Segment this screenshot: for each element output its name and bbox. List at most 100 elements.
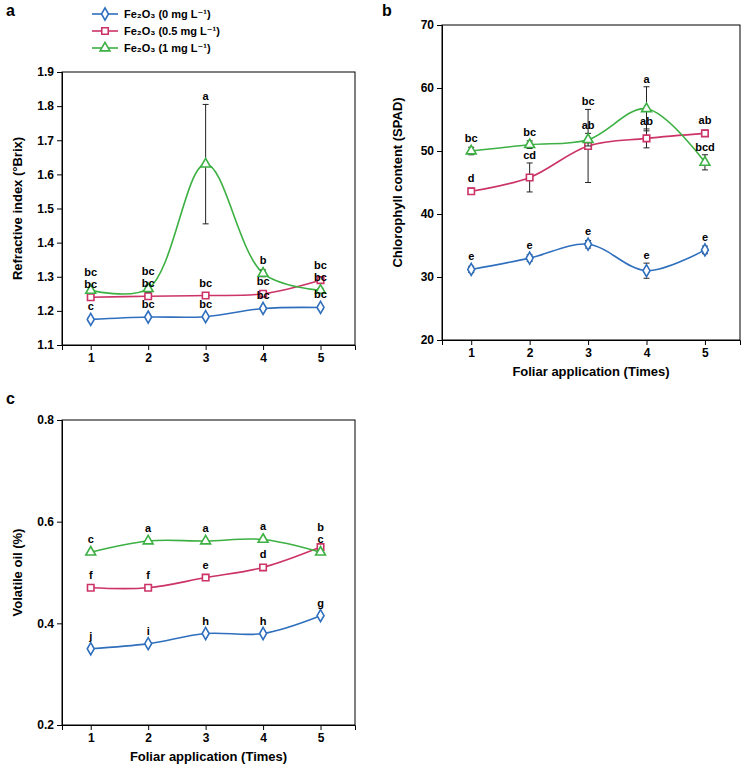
- tick-mark: [588, 340, 589, 345]
- y-axis-title: Chlorophyll content (SPAD): [390, 97, 405, 267]
- significance-letter: h: [260, 615, 267, 627]
- x-axis-title: Foliar application (Times): [512, 364, 669, 379]
- tick-label: 1.4: [37, 236, 54, 250]
- tick: 0.4: [37, 617, 62, 631]
- significance-letter: ab: [640, 115, 653, 127]
- significance-letter: bcd: [695, 141, 715, 153]
- axis-line: [63, 726, 356, 731]
- plot-frame: [62, 72, 355, 345]
- marker: [700, 157, 710, 166]
- tick: 3: [203, 345, 210, 365]
- tick-mark: [57, 277, 62, 278]
- tick-label: 1.7: [37, 134, 54, 148]
- tick-mark: [57, 345, 62, 346]
- significance-letter: g: [317, 597, 324, 609]
- significance-letter: cd: [523, 149, 536, 161]
- panel-label: c: [6, 390, 15, 407]
- marker: [525, 139, 535, 148]
- significance-letter: a: [203, 90, 210, 102]
- tick: 3: [585, 340, 592, 360]
- marker: [260, 302, 267, 314]
- tick-mark: [57, 623, 62, 624]
- series-line: [91, 547, 321, 588]
- legend-label: Fe₂O₃ (1 mg L⁻¹): [124, 42, 211, 54]
- tick-mark: [263, 345, 264, 350]
- panel-label: a: [6, 2, 15, 19]
- tick-label: 0.4: [37, 617, 54, 631]
- significance-letter: bc: [84, 278, 97, 290]
- significance-letter: h: [202, 615, 209, 627]
- plot-area: [466, 87, 710, 279]
- significance-letter: bc: [142, 277, 155, 289]
- tick: 1.3: [37, 270, 62, 284]
- tick-label: 1.5: [37, 202, 54, 216]
- marker: [643, 265, 650, 277]
- tick-label: 4: [260, 731, 267, 745]
- significance-letter: b: [317, 521, 324, 533]
- legend-marker: [100, 42, 110, 51]
- legend-label: Fe₂O₃ (0 mg L⁻¹): [124, 8, 211, 20]
- axis-line: [443, 341, 741, 346]
- marker: [202, 311, 209, 323]
- tick: 1.1: [37, 338, 62, 352]
- tick: 5: [318, 345, 325, 365]
- significance-letter: a: [203, 522, 210, 534]
- significance-letter: e: [468, 250, 474, 262]
- tick: 2: [145, 345, 152, 365]
- tick-label: 0.6: [37, 515, 54, 529]
- tick-mark: [148, 345, 149, 350]
- tick-label: 2: [527, 346, 534, 360]
- tick-label: 2: [145, 731, 152, 745]
- marker: [87, 313, 94, 325]
- legend-item: Fe₂O₃ (0 mg L⁻¹): [92, 8, 211, 20]
- tick-label: 3: [585, 346, 592, 360]
- tick-label: 1.6: [37, 168, 54, 182]
- tick-label: 1.2: [37, 304, 54, 318]
- significance-letter: bc: [314, 271, 327, 283]
- significance-letter: ab: [582, 119, 595, 131]
- tick: 3: [203, 725, 210, 745]
- tick-mark: [705, 340, 706, 345]
- tick-label: 1.1: [37, 338, 54, 352]
- tick: 4: [260, 345, 267, 365]
- tick-label: 2: [145, 351, 152, 365]
- tick: 0.8: [37, 413, 62, 427]
- significance-letter: c: [88, 300, 94, 312]
- tick-mark: [471, 340, 472, 345]
- marker: [702, 130, 708, 136]
- tick: 1.6: [37, 168, 62, 182]
- plot-frame: [62, 420, 355, 725]
- tick-mark: [437, 340, 442, 341]
- marker: [526, 252, 533, 264]
- tick-label: 5: [318, 351, 325, 365]
- significance-letter: b: [260, 254, 267, 266]
- tick-mark: [437, 151, 442, 152]
- tick: 1: [88, 345, 95, 365]
- tick-mark: [263, 725, 264, 730]
- tick-label: 4: [260, 351, 267, 365]
- marker: [583, 134, 593, 143]
- tick: 1.5: [37, 202, 62, 216]
- series-line: [471, 109, 705, 163]
- tick-mark: [437, 25, 442, 26]
- significance-letter: bc: [465, 132, 478, 144]
- y-axis: 0.20.40.60.8: [37, 413, 62, 732]
- tick-label: 5: [318, 731, 325, 745]
- tick-label: 30: [421, 270, 435, 284]
- marker: [701, 244, 708, 256]
- tick: 1.9: [37, 65, 62, 79]
- significance-letter: bc: [314, 288, 327, 300]
- significance-letter: d: [260, 548, 267, 560]
- tick-label: 4: [644, 346, 651, 360]
- tick-mark: [57, 106, 62, 107]
- marker: [202, 627, 209, 639]
- plot-frame: [442, 25, 740, 340]
- tick-label: 20: [421, 333, 435, 347]
- significance-letter: e: [643, 249, 649, 261]
- significance-letter: bc: [582, 95, 595, 107]
- x-axis: 1 2 3 4 5: [63, 345, 356, 365]
- plot-area: [86, 534, 326, 655]
- panel: b12345203040506070Chlorophyll content (S…: [382, 2, 741, 379]
- tick-mark: [91, 725, 92, 730]
- legend-label: Fe₂O₃ (0.5 mg L⁻¹): [124, 25, 220, 37]
